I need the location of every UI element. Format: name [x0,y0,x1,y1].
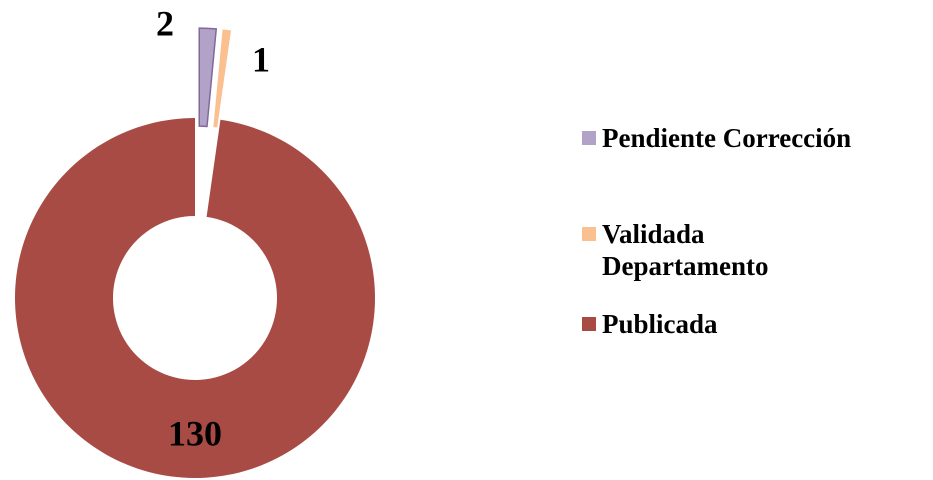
legend-label: Pendiente Corrección [602,123,852,153]
legend-item: Pendiente Corrección [582,122,851,218]
legend-swatch [582,131,596,145]
legend-item: Publicada [582,308,822,404]
data-label: 130 [168,413,222,453]
donut-slice [198,27,218,128]
legend-swatch [582,227,596,241]
data-label: 2 [156,3,174,43]
legend: Pendiente Corrección Validada Departament… [582,122,851,404]
chart: 2 1 130 [14,3,375,479]
donut-slice [213,29,232,128]
donut-slice [14,118,375,479]
legend-label: Publicada [602,309,718,339]
data-label: 1 [252,39,270,79]
legend-item: Validada Departamento [582,218,822,308]
legend-label: Validada Departamento [602,219,769,281]
legend-swatch [582,317,596,331]
